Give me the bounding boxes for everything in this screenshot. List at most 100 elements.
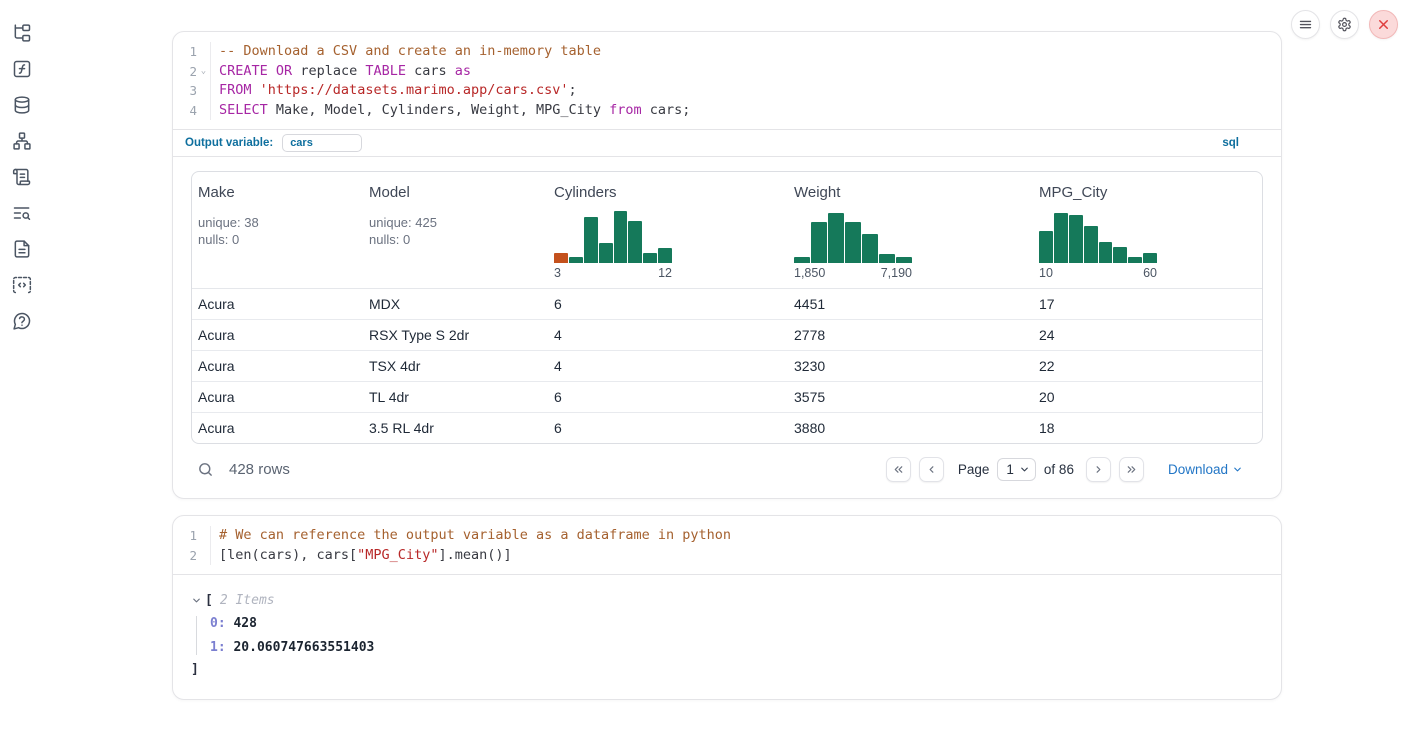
histogram-bar[interactable] (554, 252, 568, 263)
table-cell[interactable]: 22 (1039, 358, 1055, 374)
search-icon[interactable] (197, 461, 214, 478)
histogram-bar[interactable] (568, 256, 583, 263)
code-text[interactable]: CREATE OR replace TABLE cars as (210, 61, 1281, 81)
table-cell[interactable]: 2778 (794, 327, 826, 343)
line-number: 4 (189, 102, 197, 118)
code-token: Make, Model, Cylinders, Weight, MPG_City (267, 101, 610, 118)
help-chat-icon[interactable] (12, 311, 32, 331)
histogram-bar[interactable] (1113, 247, 1128, 263)
code-line[interactable]: 1 # We can reference the output variable … (173, 526, 1281, 546)
table-cell[interactable]: 3230 (794, 358, 826, 374)
first-page-button[interactable] (885, 457, 911, 482)
chevron-down-icon[interactable] (191, 595, 202, 606)
code-text[interactable]: -- Download a CSV and create an in-memor… (210, 42, 1281, 62)
next-page-button[interactable] (1085, 457, 1111, 482)
table-cell[interactable]: Acura (198, 327, 235, 343)
column-header-model[interactable]: Model unique: 425 nulls: 0 (363, 172, 548, 288)
histogram-bar[interactable] (879, 253, 895, 263)
table-cell[interactable]: 6 (554, 296, 562, 312)
table-row[interactable]: Acura TSX 4dr 4 3230 22 (192, 351, 1262, 382)
histogram-bar[interactable] (1053, 212, 1068, 263)
histogram-bar[interactable] (598, 243, 613, 263)
histogram-bar[interactable] (896, 256, 912, 263)
code-line[interactable]: 3 FROM 'https://datasets.marimo.app/cars.… (173, 81, 1281, 101)
menu-button[interactable] (1291, 10, 1320, 39)
output-variable-input[interactable] (282, 134, 363, 152)
function-square-icon[interactable] (12, 59, 32, 79)
histogram-bar[interactable] (1098, 242, 1113, 263)
file-tree-icon[interactable] (12, 23, 32, 43)
last-page-button[interactable] (1118, 457, 1144, 482)
histogram-bar[interactable] (828, 212, 844, 263)
table-row[interactable]: Acura TL 4dr 6 3575 20 (192, 382, 1262, 413)
table-row[interactable]: Acura 3.5 RL 4dr 6 3880 18 (192, 413, 1262, 443)
code-snippet-icon[interactable] (12, 275, 32, 295)
column-header-mpg_city[interactable]: MPG_City 10 60 (1033, 172, 1262, 288)
table-cell[interactable]: Acura (198, 389, 235, 405)
document-icon[interactable] (12, 239, 32, 259)
histogram-bar[interactable] (628, 221, 643, 263)
sql-code-editor[interactable]: 1 -- Download a CSV and create an in-memo… (173, 32, 1281, 129)
table-cell[interactable]: TSX 4dr (369, 358, 421, 374)
previous-page-button[interactable] (918, 457, 944, 482)
code-text[interactable]: # We can reference the output variable a… (210, 526, 1281, 546)
table-cell[interactable]: Acura (198, 296, 235, 312)
table-cell[interactable]: 24 (1039, 327, 1055, 343)
table-cell[interactable]: 3.5 RL 4dr (369, 420, 434, 436)
histogram-bar[interactable] (658, 248, 672, 263)
table-row[interactable]: Acura MDX 6 4451 17 (192, 289, 1262, 320)
code-line[interactable]: 4 SELECT Make, Model, Cylinders, Weight, … (173, 100, 1281, 121)
download-menu[interactable]: Download (1168, 462, 1243, 477)
column-header-weight[interactable]: Weight 1,850 7,190 (788, 172, 1033, 288)
table-cell[interactable]: TL 4dr (369, 389, 409, 405)
column-header-cylinders[interactable]: Cylinders 3 12 (548, 172, 788, 288)
shutdown-button[interactable] (1369, 10, 1398, 39)
histogram-bar[interactable] (1083, 225, 1098, 263)
histogram-bar[interactable] (613, 211, 628, 263)
table-cell[interactable]: 17 (1039, 296, 1055, 312)
table-cell[interactable]: 6 (554, 389, 562, 405)
table-cell[interactable]: Acura (198, 420, 235, 436)
code-text[interactable]: FROM 'https://datasets.marimo.app/cars.c… (210, 81, 1281, 101)
tree-item: 0: 428 (210, 616, 1263, 631)
page-select[interactable]: 1 (997, 458, 1036, 481)
database-icon[interactable] (12, 95, 32, 115)
fold-gutter (197, 101, 210, 121)
histogram-bar[interactable] (1039, 230, 1053, 263)
table-cell[interactable]: 4 (554, 327, 562, 343)
code-text[interactable]: [len(cars), cars["MPG_City"].mean()] (210, 545, 1281, 565)
table-cell[interactable]: MDX (369, 296, 401, 312)
table-cell[interactable]: 4 (554, 358, 562, 374)
table-row[interactable]: Acura RSX Type S 2dr 4 2778 24 (192, 320, 1262, 351)
code-line[interactable]: 2 ⌄ CREATE OR replace TABLE cars as (173, 61, 1281, 81)
table-cell[interactable]: 4451 (794, 296, 826, 312)
scroll-icon[interactable] (12, 167, 32, 187)
table-cell[interactable]: 18 (1039, 420, 1055, 436)
histogram-bar[interactable] (1068, 215, 1083, 263)
table-cell[interactable]: Acura (198, 358, 235, 374)
table-cell[interactable]: 3880 (794, 420, 826, 436)
column-header-make[interactable]: Make unique: 38 nulls: 0 (192, 172, 363, 288)
histogram-bar[interactable] (583, 217, 598, 263)
histogram-bar[interactable] (794, 256, 810, 263)
histogram-bar[interactable] (862, 234, 878, 263)
list-search-icon[interactable] (12, 203, 32, 223)
histogram-bar[interactable] (845, 222, 861, 263)
histogram-bar[interactable] (1143, 252, 1157, 263)
histogram-bar[interactable] (811, 222, 827, 263)
code-line[interactable]: 1 -- Download a CSV and create an in-memo… (173, 42, 1281, 62)
dependency-graph-icon[interactable] (12, 131, 32, 151)
table-cell[interactable]: 6 (554, 420, 562, 436)
fold-arrow-icon[interactable]: ⌄ (200, 65, 207, 76)
code-line[interactable]: 2 [len(cars), cars["MPG_City"].mean()] (173, 545, 1281, 565)
histogram-bar[interactable] (643, 252, 658, 263)
histogram-bar[interactable] (1128, 256, 1143, 263)
code-text[interactable]: SELECT Make, Model, Cylinders, Weight, M… (210, 100, 1281, 120)
python-code-editor[interactable]: 1 # We can reference the output variable … (173, 516, 1281, 574)
table-cell[interactable]: 20 (1039, 389, 1055, 405)
table-cell[interactable]: 3575 (794, 389, 826, 405)
table-cell[interactable]: RSX Type S 2dr (369, 327, 470, 343)
code-token: cars (405, 62, 455, 79)
code-token: 'https://datasets.marimo.app/cars.csv' (259, 82, 569, 98)
settings-button[interactable] (1330, 10, 1359, 39)
